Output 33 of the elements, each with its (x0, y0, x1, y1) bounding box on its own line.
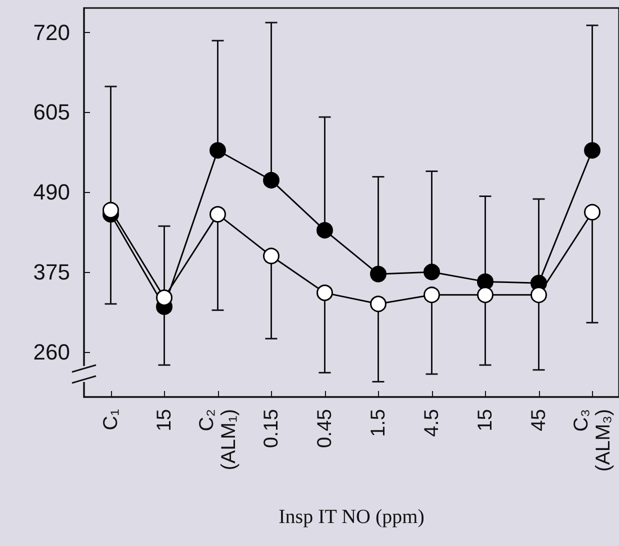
x-tick-label: C₁ (100, 408, 122, 430)
x-tick-label: C₃ (ALM₃) (570, 409, 614, 472)
point (370, 296, 386, 312)
point (424, 286, 440, 304)
y-tick-label: 375 (33, 259, 70, 284)
point (316, 284, 333, 302)
y-tick-label: 720 (33, 20, 70, 45)
point (102, 202, 119, 218)
point (530, 286, 547, 304)
y-tick-label: 490 (33, 180, 70, 205)
point (263, 248, 280, 264)
point (316, 222, 333, 239)
point (263, 172, 280, 189)
x-tick-label: 4.5 (420, 409, 443, 437)
y-tick-label: 260 (33, 339, 70, 364)
x-axis-title: Insp IT NO (ppm) (278, 506, 424, 528)
x-tick-label: 1.5 (367, 409, 390, 437)
point (210, 206, 226, 223)
point (477, 273, 494, 290)
x-tick-label: 0.15 (260, 409, 282, 448)
point (424, 264, 440, 280)
x-tick-label: 45 (528, 409, 550, 432)
point (584, 142, 600, 159)
y-tick-label: 605 (33, 100, 70, 125)
point (477, 286, 494, 304)
x-tick-label: 15 (474, 409, 496, 432)
point (156, 289, 172, 306)
point (370, 266, 386, 282)
point (210, 142, 226, 159)
x-tick-label: 15 (153, 409, 176, 432)
point (584, 204, 600, 220)
x-tick-label: 0.45 (314, 409, 336, 448)
x-tick-label: C₂ (ALM₁) (196, 409, 240, 470)
